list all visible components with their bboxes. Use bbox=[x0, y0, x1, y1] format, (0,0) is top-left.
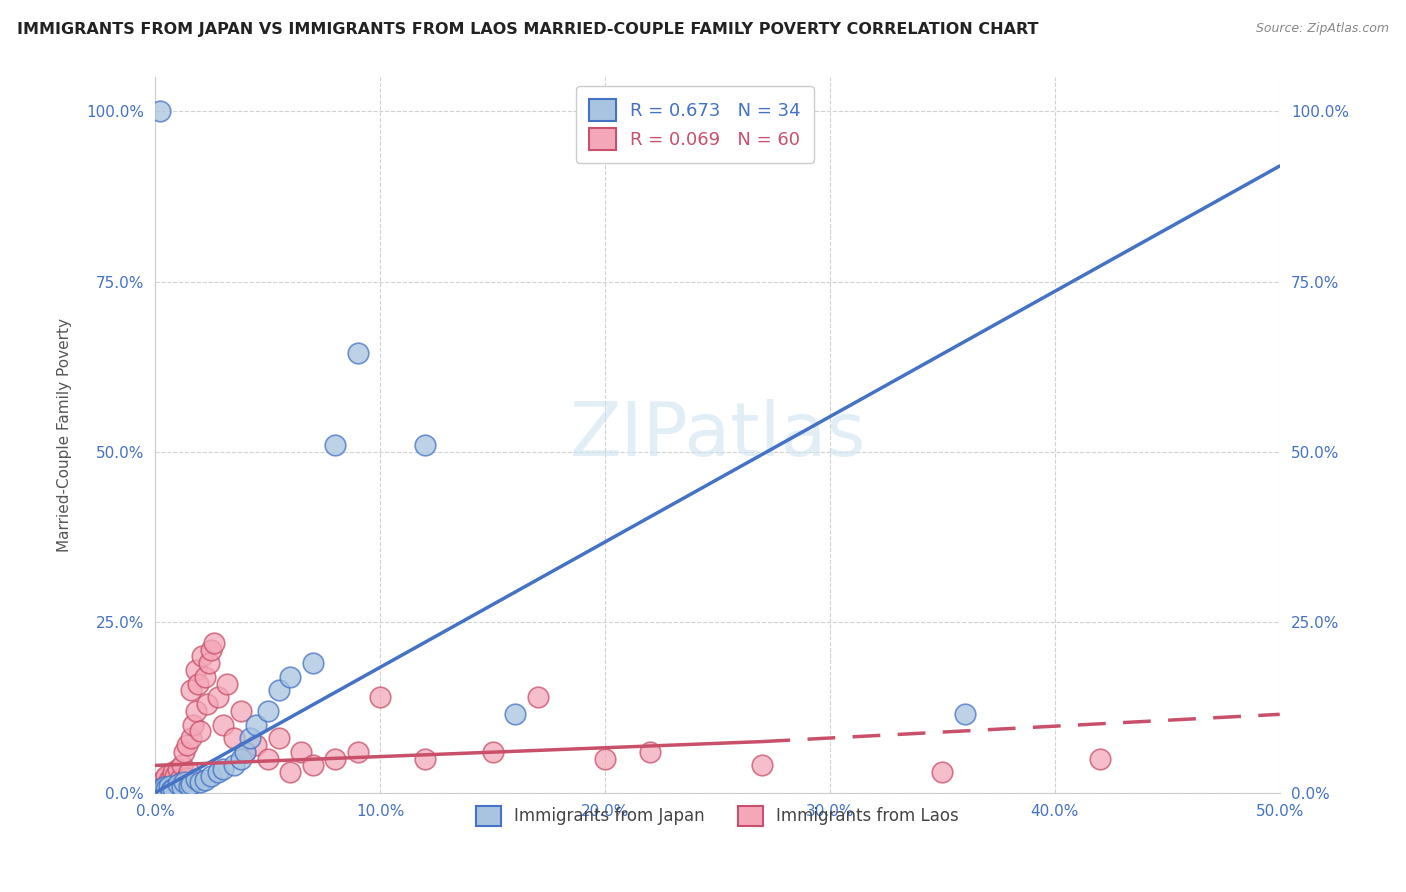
Point bbox=[413, 751, 436, 765]
Point bbox=[149, 780, 172, 795]
Point bbox=[172, 775, 194, 789]
Point bbox=[162, 775, 184, 789]
Point bbox=[202, 636, 225, 650]
Point bbox=[953, 707, 976, 722]
Text: ZIPatlas: ZIPatlas bbox=[569, 399, 866, 472]
Point bbox=[267, 683, 290, 698]
Point bbox=[153, 780, 176, 795]
Point bbox=[233, 745, 256, 759]
Point bbox=[180, 683, 202, 698]
Point bbox=[155, 782, 177, 797]
Point bbox=[169, 772, 191, 786]
Point bbox=[229, 751, 252, 765]
Point bbox=[173, 775, 195, 789]
Point bbox=[222, 731, 245, 746]
Point bbox=[165, 777, 187, 791]
Point bbox=[256, 704, 278, 718]
Point bbox=[638, 745, 661, 759]
Text: IMMIGRANTS FROM JAPAN VS IMMIGRANTS FROM LAOS MARRIED-COUPLE FAMILY POVERTY CORR: IMMIGRANTS FROM JAPAN VS IMMIGRANTS FROM… bbox=[17, 22, 1039, 37]
Point bbox=[217, 676, 239, 690]
Point bbox=[157, 773, 180, 788]
Point bbox=[256, 751, 278, 765]
Point bbox=[180, 777, 202, 791]
Point bbox=[211, 762, 233, 776]
Point bbox=[222, 758, 245, 772]
Point bbox=[188, 724, 211, 739]
Point bbox=[173, 745, 195, 759]
Point bbox=[166, 780, 188, 795]
Point bbox=[184, 772, 207, 786]
Point bbox=[245, 738, 267, 752]
Point bbox=[188, 775, 211, 789]
Point bbox=[149, 782, 172, 797]
Point bbox=[200, 642, 222, 657]
Point bbox=[187, 676, 209, 690]
Point bbox=[172, 780, 194, 795]
Point bbox=[593, 751, 616, 765]
Point bbox=[346, 346, 368, 360]
Point bbox=[239, 731, 262, 746]
Point bbox=[166, 777, 188, 791]
Point bbox=[166, 762, 188, 776]
Point bbox=[150, 783, 173, 797]
Point bbox=[290, 745, 312, 759]
Point bbox=[155, 769, 177, 783]
Point bbox=[150, 779, 173, 793]
Point bbox=[177, 779, 200, 793]
Point bbox=[162, 781, 184, 796]
Point bbox=[180, 731, 202, 746]
Point bbox=[160, 771, 183, 785]
Point bbox=[346, 745, 368, 759]
Point bbox=[173, 773, 195, 788]
Point bbox=[413, 438, 436, 452]
Point bbox=[1088, 751, 1111, 765]
Point bbox=[198, 657, 221, 671]
Point bbox=[160, 779, 183, 793]
Point bbox=[211, 717, 233, 731]
Point bbox=[195, 697, 218, 711]
Legend: Immigrants from Japan, Immigrants from Laos: Immigrants from Japan, Immigrants from L… bbox=[467, 797, 967, 834]
Point bbox=[183, 717, 205, 731]
Point bbox=[194, 670, 217, 684]
Point bbox=[165, 769, 187, 783]
Point bbox=[160, 783, 183, 797]
Point bbox=[200, 769, 222, 783]
Point bbox=[176, 738, 198, 752]
Point bbox=[207, 690, 229, 705]
Point bbox=[184, 663, 207, 677]
Point bbox=[153, 772, 176, 786]
Point bbox=[176, 771, 198, 785]
Point bbox=[184, 704, 207, 718]
Point bbox=[323, 751, 346, 765]
Point bbox=[146, 782, 169, 797]
Point bbox=[323, 438, 346, 452]
Y-axis label: Married-Couple Family Poverty: Married-Couple Family Poverty bbox=[58, 318, 72, 552]
Point bbox=[155, 782, 177, 797]
Point bbox=[267, 731, 290, 746]
Point bbox=[301, 758, 323, 772]
Point bbox=[177, 765, 200, 780]
Point bbox=[157, 779, 180, 793]
Point bbox=[207, 765, 229, 780]
Point bbox=[194, 773, 217, 788]
Point bbox=[245, 717, 267, 731]
Point bbox=[481, 745, 503, 759]
Point bbox=[526, 690, 548, 705]
Point bbox=[191, 649, 214, 664]
Point bbox=[751, 758, 773, 772]
Point bbox=[931, 765, 953, 780]
Point bbox=[229, 704, 252, 718]
Point bbox=[149, 104, 172, 119]
Point bbox=[278, 670, 301, 684]
Point bbox=[162, 765, 184, 780]
Point bbox=[233, 745, 256, 759]
Point bbox=[368, 690, 391, 705]
Point bbox=[146, 784, 169, 798]
Point bbox=[172, 758, 194, 772]
Point bbox=[157, 780, 180, 795]
Point bbox=[301, 657, 323, 671]
Point bbox=[278, 765, 301, 780]
Point bbox=[503, 707, 526, 722]
Text: Source: ZipAtlas.com: Source: ZipAtlas.com bbox=[1256, 22, 1389, 36]
